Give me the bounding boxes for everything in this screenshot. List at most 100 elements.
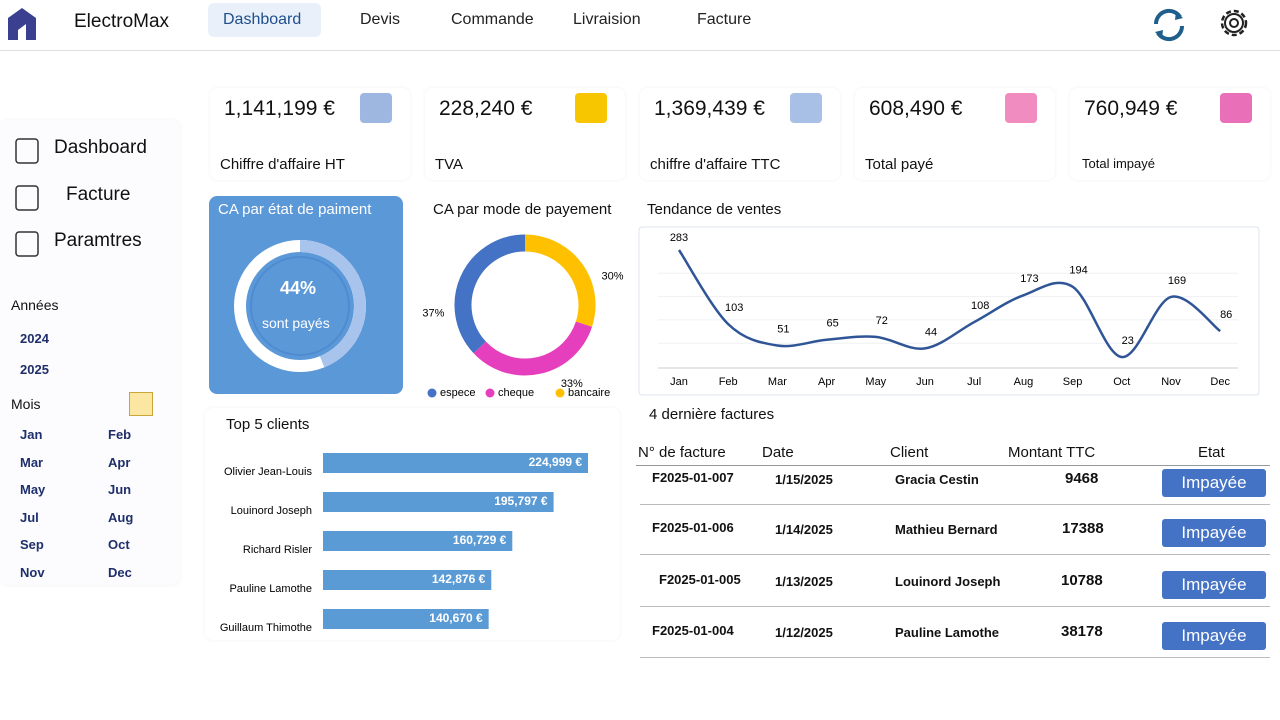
month-option[interactable]: May [20, 482, 46, 497]
y-tick-label: Pauline Lamothe [229, 583, 312, 595]
x-tick-label: Nov [1161, 376, 1181, 388]
kpi-icon [575, 93, 607, 123]
nav-tab[interactable]: Commande [451, 11, 534, 28]
nav-tab[interactable]: Livraision [573, 11, 641, 28]
x-tick-label: Aug [1014, 376, 1034, 388]
table-cell: 1/13/2025 [775, 574, 833, 589]
top-nav [0, 0, 1280, 51]
x-tick-label: Apr [818, 376, 835, 388]
status-button[interactable]: Impayée [1162, 519, 1266, 547]
card-title: Top 5 clients [226, 416, 310, 433]
row-rule [640, 606, 1270, 607]
sidebar-menu-item[interactable]: Facture [66, 184, 131, 205]
kpi-icon [790, 93, 822, 123]
table-cell: Gracia Cestin [895, 472, 979, 487]
table-cell: 10788 [1061, 572, 1103, 589]
month-option[interactable]: Aug [108, 509, 134, 525]
y-tick-label: Richard Risler [243, 544, 312, 556]
legend-label: cheque [498, 387, 534, 399]
row-rule [640, 657, 1270, 658]
x-tick-label: Feb [719, 376, 738, 388]
data-label: 140,670 € [429, 611, 483, 625]
kpi-icon [360, 93, 392, 123]
nav-tab[interactable]: Dashboard [223, 11, 302, 28]
card-title: CA par mode de payement [433, 201, 612, 218]
kpi-value: 1,369,439 € [654, 97, 765, 120]
bar [323, 453, 588, 473]
kpi-label: Total impayé [1082, 156, 1155, 171]
center-value: 44% [280, 278, 317, 298]
data-label: 30% [601, 270, 623, 282]
kpi-label: Chiffre d'affaire HT [220, 156, 345, 173]
donut-slice [473, 321, 593, 376]
month-option[interactable]: Jul [20, 509, 39, 525]
bar-card [205, 408, 620, 640]
month-option[interactable]: Jan [20, 427, 43, 442]
x-tick-label: Mar [768, 376, 787, 388]
table-cell: 17388 [1062, 520, 1104, 537]
kpi-label: chiffre d'affaire TTC [650, 156, 781, 173]
y-tick-label: Guillaum Thimothe [220, 622, 312, 634]
data-label: 37% [422, 308, 444, 320]
month-option[interactable]: Mar [20, 454, 44, 470]
table-cell: Pauline Lamothe [895, 625, 1000, 640]
payment-state-ring [234, 240, 366, 372]
bar-chart: Olivier Jean-Louis 224,999 € Louinord Jose… [220, 453, 588, 634]
brand: ElectroMax [74, 11, 170, 32]
donut-slice [454, 234, 526, 354]
x-tick-label: Sep [1063, 376, 1083, 388]
card-title: 4 dernière factures [649, 406, 775, 423]
table-cell: F2025-01-004 [652, 623, 734, 638]
card-title: Tendance de ventes [647, 201, 782, 218]
kpi-value: 228,240 € [439, 97, 533, 120]
bar [323, 609, 489, 629]
y-tick-label: Louinord Joseph [231, 505, 312, 517]
donut-chart: 37% 33% 30% espece cheque bancaire [422, 234, 624, 399]
logo [8, 8, 36, 40]
x-tick-label: Dec [1210, 376, 1230, 388]
month-option[interactable]: Jun [108, 482, 132, 497]
status-button[interactable]: Impayée [1162, 469, 1266, 497]
nav-tab[interactable]: Devis [360, 11, 401, 28]
month-option[interactable]: Apr [108, 454, 131, 470]
year-option[interactable]: 2024 [20, 331, 49, 346]
month-option[interactable]: Nov [20, 564, 45, 580]
nav-tab[interactable]: Facture [697, 11, 752, 28]
kpi-value: 760,949 € [1084, 97, 1178, 120]
month-option[interactable]: Oct [108, 537, 130, 552]
legend-swatch [485, 388, 495, 398]
year-option[interactable]: 2025 [20, 362, 49, 377]
table-cell: 9468 [1065, 470, 1099, 487]
ring-progress [299, 240, 366, 368]
filter-label: Mois [11, 396, 41, 412]
legend-swatch [427, 388, 437, 398]
month-option[interactable]: Dec [108, 564, 132, 580]
kpi-label: TVA [435, 156, 464, 173]
data-label: 51 [777, 323, 789, 335]
status-button[interactable]: Impayée [1162, 622, 1266, 650]
data-label: 160,729 € [453, 533, 507, 547]
data-label: 86 [1220, 309, 1232, 321]
menu-icon [15, 231, 39, 257]
status-button[interactable]: Impayée [1162, 571, 1266, 599]
icon-shape [15, 185, 39, 211]
table-cell: Louinord Joseph [895, 574, 1001, 589]
table-header: N° de facture [638, 444, 726, 461]
refresh-icon[interactable] [1150, 6, 1188, 44]
table-cell: F2025-01-005 [659, 572, 741, 587]
x-tick-label: May [865, 376, 886, 388]
settings-icon[interactable] [1215, 4, 1253, 42]
bar [323, 531, 513, 551]
data-label: 195,797 € [494, 494, 548, 508]
month-option[interactable]: Feb [108, 427, 132, 442]
bar [323, 570, 492, 590]
x-tick-label: Oct [1113, 376, 1130, 388]
sidebar-menu-item[interactable]: Dashboard [54, 137, 147, 158]
filter-label: Années [11, 297, 59, 313]
month-option[interactable]: Sep [20, 537, 44, 552]
data-label: 103 [725, 302, 743, 314]
ring-inner [250, 256, 350, 356]
data-label: 194 [1069, 265, 1087, 277]
sidebar-menu-item[interactable]: Paramtres [54, 230, 142, 251]
